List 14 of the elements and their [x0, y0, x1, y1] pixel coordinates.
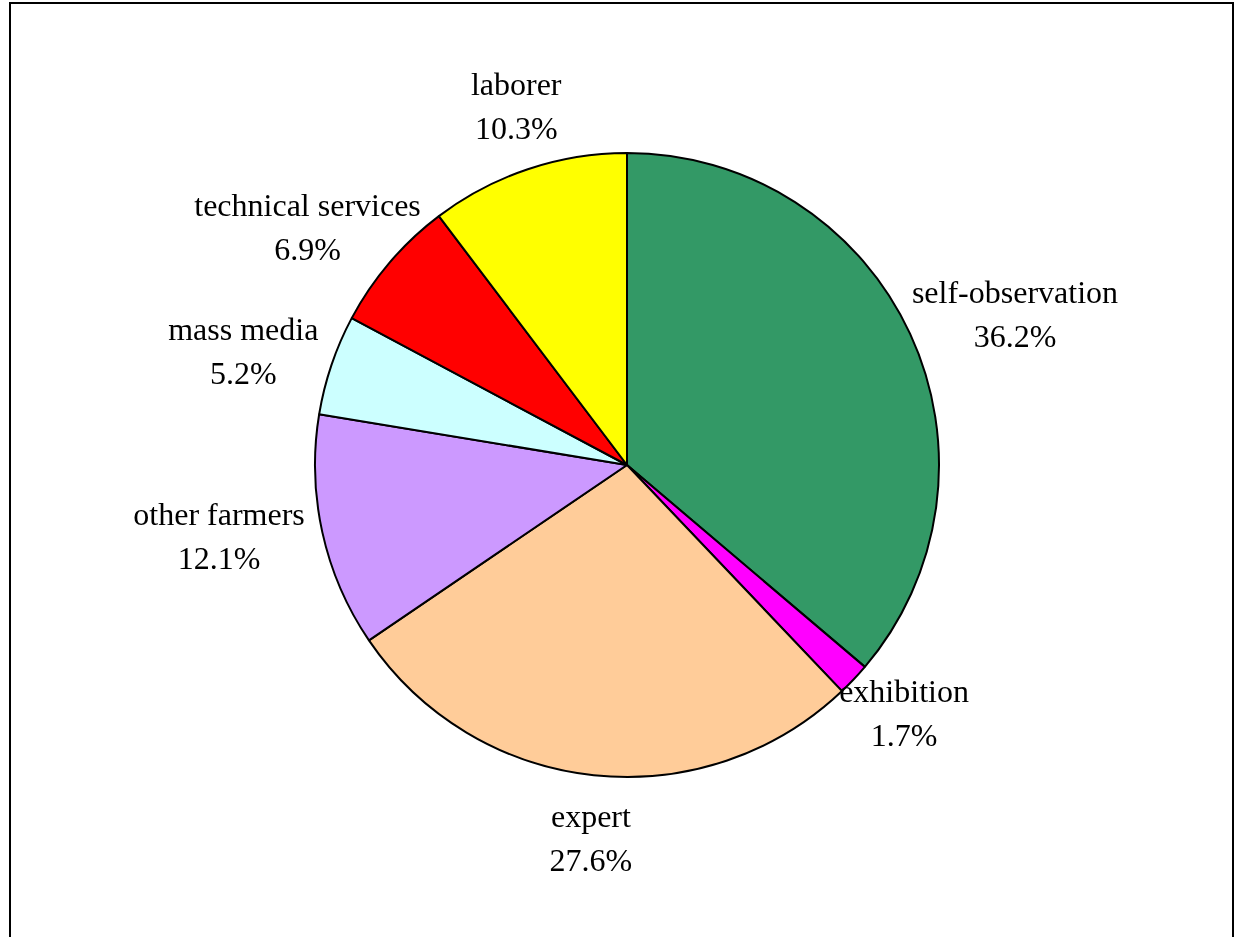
slice-label: exhibition — [839, 672, 969, 709]
slice-label: technical services — [194, 186, 421, 223]
data-label: 12.1% — [177, 540, 261, 577]
data-label: 5.2% — [209, 354, 277, 391]
data-label: 1.7% — [870, 716, 938, 753]
slice-label: expert — [550, 798, 632, 834]
data-label: 36.2% — [973, 318, 1057, 355]
data-label: 10.3% — [474, 110, 558, 147]
slice-label: other farmers — [133, 496, 305, 533]
slice-label: mass media — [168, 310, 319, 347]
data-label: 27.6% — [549, 842, 633, 878]
slice-label: laborer — [470, 66, 562, 103]
slice-label: self-observation — [911, 274, 1119, 311]
data-label: 6.9% — [274, 230, 341, 267]
